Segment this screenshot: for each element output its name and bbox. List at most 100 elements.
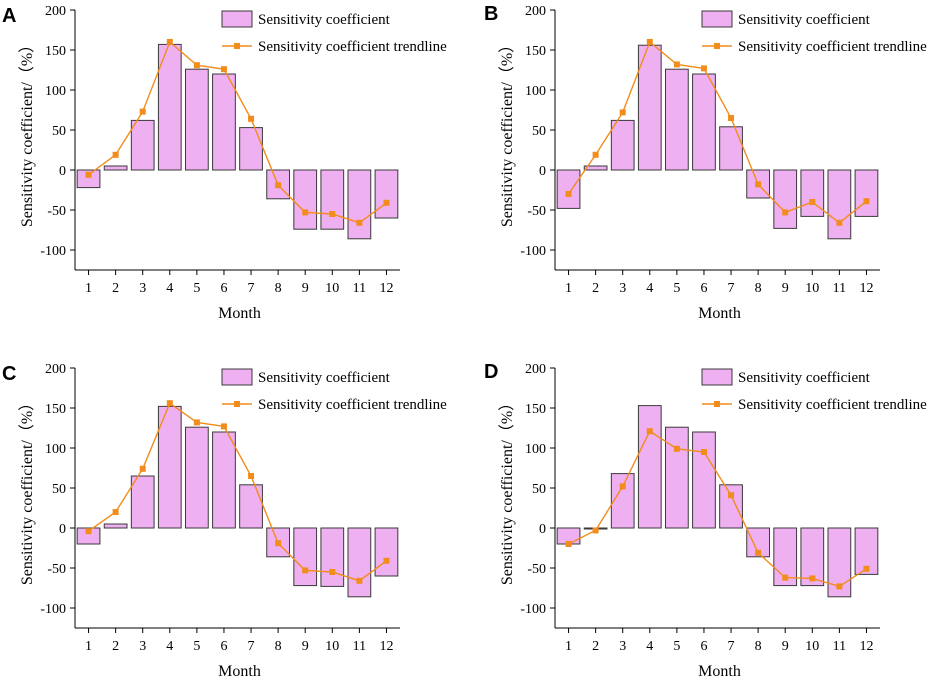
- legend-bar-swatch: [701, 368, 733, 386]
- trend-line: [88, 40, 387, 224]
- y-axis-title: Sensitivity coefficient/（%）: [18, 395, 36, 585]
- x-tick-label: 11: [833, 281, 846, 296]
- y-tick-label: 100: [525, 84, 546, 99]
- trend-point: [220, 423, 227, 430]
- y-tick-label: 50: [52, 482, 66, 497]
- trend-point: [166, 400, 173, 407]
- x-tick-label: 5: [193, 639, 200, 654]
- y-tick-label: 0: [539, 164, 546, 179]
- bar: [719, 484, 743, 529]
- x-axis-title: Month: [698, 663, 741, 678]
- x-tick-label: 7: [728, 639, 735, 654]
- bar: [637, 44, 662, 171]
- trend-line: [88, 402, 387, 582]
- trend-line: [567, 40, 867, 224]
- trend-point: [673, 61, 680, 68]
- trend-point: [836, 583, 843, 590]
- trend-point: [809, 575, 816, 582]
- trend-point: [139, 465, 146, 472]
- trend-point: [302, 209, 309, 216]
- bar: [800, 527, 825, 587]
- legend-line-label: Sensitivity coefficient trendline: [738, 39, 927, 55]
- x-tick-label: 3: [619, 639, 626, 654]
- x-tick-label: 12: [859, 281, 873, 296]
- x-tick-label: 8: [755, 281, 762, 296]
- bar: [692, 73, 716, 171]
- y-tick-label: -100: [40, 602, 66, 617]
- bar: [583, 165, 608, 171]
- y-tick-label: -50: [47, 562, 66, 577]
- y-tick-label: -50: [527, 562, 546, 577]
- y-tick-label: -50: [527, 204, 546, 219]
- x-tick-label: 12: [379, 281, 393, 296]
- bar: [800, 169, 825, 217]
- x-tick-label: 6: [220, 639, 227, 654]
- x-tick-label: 4: [166, 281, 173, 296]
- legend-bar-label: Sensitivity coefficient: [738, 370, 871, 386]
- x-tick-label: 2: [592, 281, 599, 296]
- bar: [130, 119, 155, 171]
- x-tick-label: 2: [592, 639, 599, 654]
- bar: [320, 527, 345, 587]
- trend-point: [673, 445, 680, 452]
- x-tick-label: 6: [700, 281, 707, 296]
- y-tick-label: 150: [525, 44, 546, 59]
- trend-point: [166, 39, 173, 45]
- y-tick-label: 100: [525, 442, 546, 457]
- x-tick-label: 5: [673, 281, 680, 296]
- bar: [185, 68, 209, 171]
- bar: [854, 169, 879, 217]
- y-tick-label: 50: [532, 482, 546, 497]
- trend-point: [329, 569, 336, 575]
- y-tick-label: -100: [520, 602, 546, 617]
- bar: [665, 426, 689, 529]
- trend-point: [329, 211, 336, 217]
- legend-bar-label: Sensitivity coefficient: [738, 12, 871, 28]
- bar: [637, 405, 662, 529]
- bar: [130, 475, 155, 529]
- trend-point: [700, 65, 707, 72]
- trend-point: [700, 449, 707, 455]
- y-tick-label: -100: [520, 244, 546, 259]
- bar: [239, 127, 263, 171]
- x-tick-label: 5: [193, 281, 200, 296]
- x-tick-label: 7: [248, 281, 255, 296]
- x-tick-label: 8: [275, 281, 282, 296]
- trend-point: [592, 527, 599, 534]
- trend-point: [220, 66, 227, 73]
- y-tick-label: 0: [59, 164, 66, 179]
- trend-point: [619, 483, 626, 490]
- legend-line-label: Sensitivity coefficient trendline: [258, 39, 447, 55]
- x-tick-label: 5: [673, 639, 680, 654]
- x-tick-label: 9: [782, 639, 789, 654]
- x-tick-label: 11: [353, 281, 366, 296]
- x-tick-label: 10: [325, 639, 339, 654]
- trend-point: [248, 473, 255, 479]
- trend-point: [275, 182, 282, 189]
- trend-point: [646, 428, 653, 435]
- bar: [103, 523, 128, 529]
- bar: [320, 169, 345, 230]
- x-tick-label: 3: [139, 639, 146, 654]
- panel-letter: A: [2, 5, 16, 27]
- bar: [854, 527, 879, 575]
- trend-point: [863, 565, 870, 572]
- x-tick-label: 1: [565, 281, 572, 296]
- legend-line-marker: [234, 401, 240, 407]
- y-tick-label: 100: [45, 84, 66, 99]
- trend-point: [565, 541, 572, 547]
- trend-point: [356, 577, 363, 584]
- x-tick-label: 10: [805, 281, 819, 296]
- legend-bar-swatch: [221, 368, 253, 386]
- y-tick-label: 200: [45, 362, 66, 377]
- legend-line-marker: [234, 43, 240, 49]
- x-tick-label: 9: [302, 639, 309, 654]
- x-tick-label: 3: [139, 281, 146, 296]
- trend-point: [755, 181, 762, 188]
- bar: [185, 426, 209, 529]
- legend-bar-swatch: [221, 10, 253, 28]
- y-tick-label: -50: [47, 204, 66, 219]
- x-tick-label: 12: [859, 639, 873, 654]
- x-tick-label: 1: [85, 639, 92, 654]
